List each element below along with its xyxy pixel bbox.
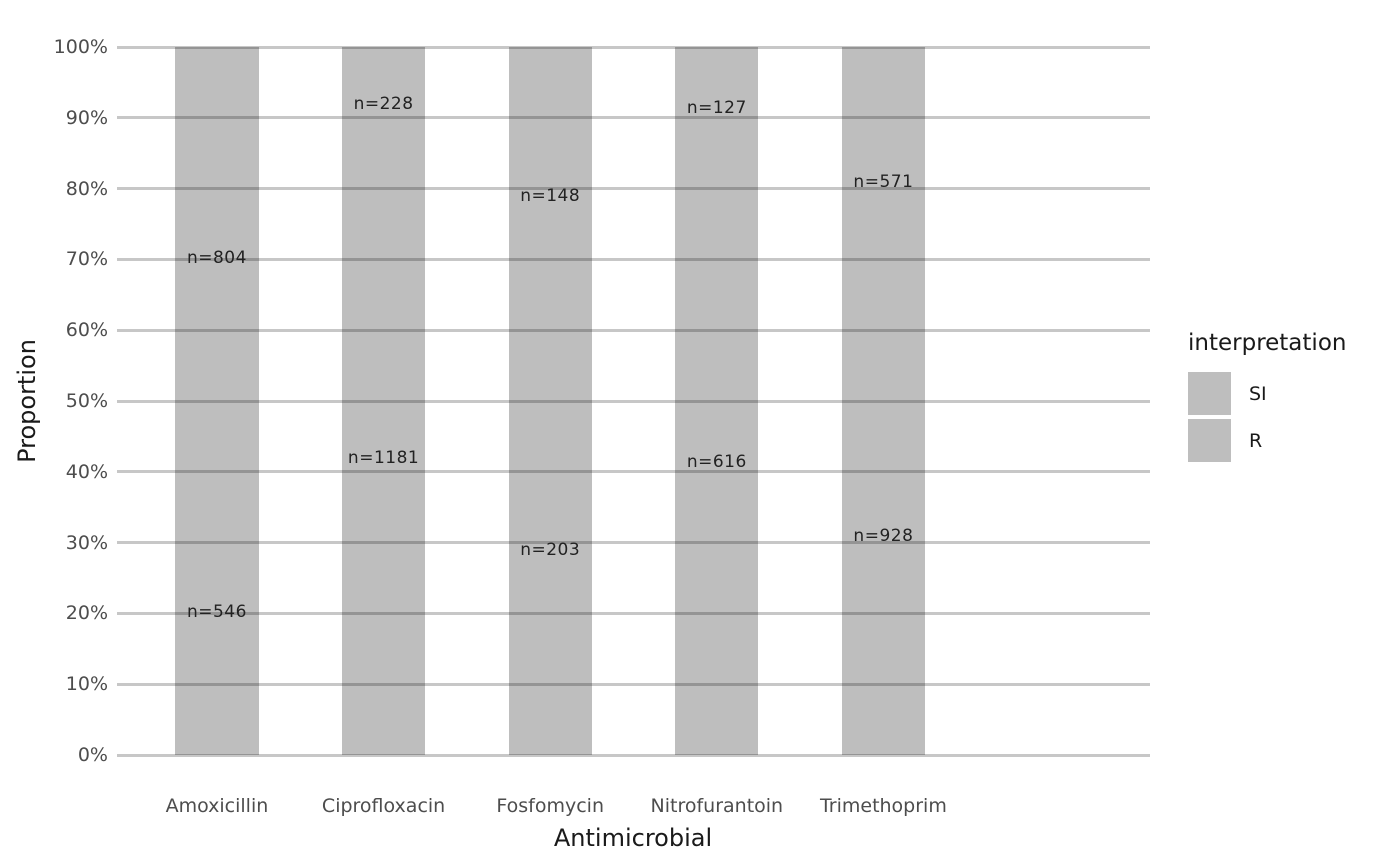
- y-tick-label-0%: 0%: [77, 744, 108, 766]
- legend-label-SI: SI: [1249, 382, 1267, 405]
- bar-segment-SI-Amoxicillin: [175, 47, 259, 469]
- bar-count-label-SI-Fosfomycin: n=148: [520, 186, 581, 207]
- y-axis-tick-labels: 0% 10% 20% 30% 40% 50% 60% 70% 80% 90% 100%: [0, 0, 108, 866]
- legend-entries: SI R: [1188, 372, 1398, 462]
- bar-count-label-R-Trimethoprim: n=928: [853, 525, 914, 546]
- legend-entry-SI: SI: [1188, 372, 1398, 415]
- y-tick-label-10%: 10%: [65, 673, 108, 696]
- x-tick-label-Nitrofurantoin: Nitrofurantoin: [650, 795, 784, 817]
- bar-segment-R-Amoxicillin: [175, 468, 259, 755]
- x-axis-title: Antimicrobial: [553, 824, 713, 852]
- plot-panel: n=546 n=804 n=1181 n=228 n=203 n=148 n=616 n=12…: [117, 45, 1150, 757]
- gridline-10%: [117, 682, 1150, 686]
- bar-count-label-SI-Nitrofurantoin: n=127: [686, 97, 747, 118]
- bar-segment-SI-Nitrofurantoin: [675, 47, 759, 169]
- bar-segment-R-Nitrofurantoin: [675, 168, 759, 755]
- y-tick-label-20%: 20%: [65, 602, 108, 625]
- gridline-80%: [117, 187, 1150, 191]
- gridline-90%: [117, 116, 1150, 120]
- bar-segment-SI-Fosfomycin: [508, 47, 592, 346]
- y-tick-label-50%: 50%: [65, 390, 108, 412]
- y-tick-label-90%: 90%: [65, 106, 108, 129]
- bar-count-label-SI-Trimethoprim: n=571: [853, 171, 914, 192]
- x-tick-label-Ciprofloxacin: Ciprofloxacin: [321, 795, 446, 817]
- bar-count-label-R-Fosfomycin: n=203: [520, 540, 581, 561]
- gridline-20%: [117, 611, 1150, 615]
- bar-segment-R-Trimethoprim: [841, 316, 926, 755]
- bar-segment-R-Fosfomycin: [508, 345, 592, 755]
- y-tick-label-40%: 40%: [65, 460, 108, 483]
- gridline-60%: [117, 328, 1150, 332]
- bar-count-label-R-Amoxicillin: n=546: [186, 601, 247, 622]
- gridline-100%: [117, 45, 1150, 49]
- y-tick-label-80%: 80%: [65, 177, 108, 200]
- legend-label-R: R: [1249, 429, 1263, 452]
- x-tick-label-Trimethoprim: Trimethoprim: [819, 795, 947, 817]
- bar-segment-SI-Trimethoprim: [841, 47, 926, 317]
- legend-title: interpretation: [1188, 330, 1347, 356]
- bar-count-label-R-Ciprofloxacin: n=1181: [347, 448, 420, 469]
- bar-count-label-R-Nitrofurantoin: n=616: [686, 451, 747, 472]
- y-tick-label-30%: 30%: [65, 531, 108, 554]
- y-tick-label-70%: 70%: [65, 248, 108, 271]
- legend-key-swatch-R: [1188, 419, 1231, 462]
- gridline-70%: [117, 257, 1150, 261]
- legend: interpretation SI R: [1188, 330, 1398, 466]
- gridline-30%: [117, 541, 1150, 545]
- bar-segment-SI-Ciprofloxacin: [341, 47, 426, 162]
- gridline-50%: [117, 399, 1150, 403]
- bar-count-label-SI-Ciprofloxacin: n=228: [353, 94, 414, 115]
- bar-segment-R-Ciprofloxacin: [341, 161, 426, 755]
- gridline-40%: [117, 470, 1150, 474]
- legend-key-swatch-SI: [1188, 372, 1231, 415]
- x-tick-label-Fosfomycin: Fosfomycin: [496, 795, 604, 817]
- x-tick-label-Amoxicillin: Amoxicillin: [165, 795, 269, 817]
- x-axis-tick-labels: Amoxicillin Ciprofloxacin Fosfomycin Nitrof…: [0, 795, 1400, 821]
- legend-entry-R: R: [1188, 419, 1398, 462]
- bar-count-label-SI-Amoxicillin: n=804: [186, 247, 247, 268]
- y-tick-label-60%: 60%: [65, 319, 108, 342]
- gridline-0%: [117, 753, 1150, 757]
- y-tick-label-100%: 100%: [53, 36, 108, 58]
